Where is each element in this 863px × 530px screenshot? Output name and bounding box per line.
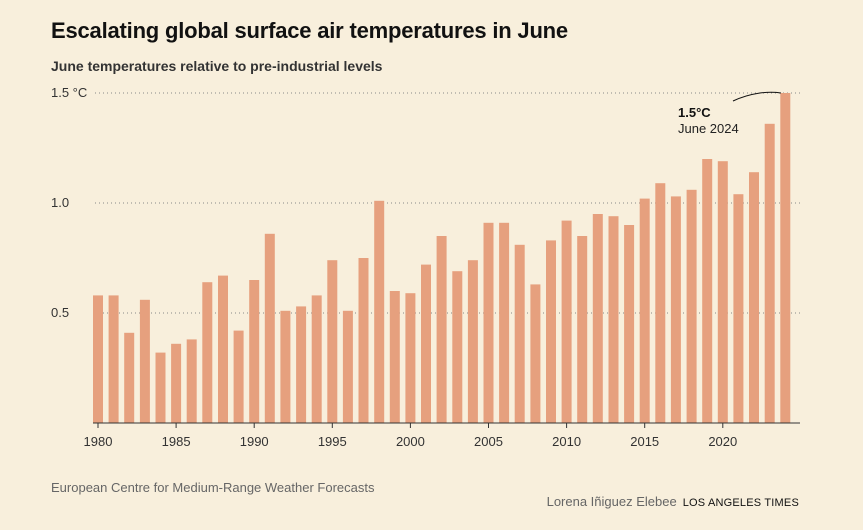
bar-1997 bbox=[358, 258, 369, 423]
gridlines bbox=[95, 92, 800, 314]
bar-1999 bbox=[389, 291, 400, 423]
bar-2009 bbox=[546, 240, 556, 423]
outlet-logo: LOS ANGELES TIMES bbox=[682, 497, 799, 509]
annotation-leader-line bbox=[732, 91, 782, 102]
x-tick-label: 1990 bbox=[240, 434, 269, 449]
x-tick-label: 2000 bbox=[396, 434, 425, 449]
source-note: European Centre for Medium-Range Weather… bbox=[51, 480, 375, 495]
y-tick-label: 1.0 bbox=[51, 195, 69, 210]
x-tick-label: 2005 bbox=[474, 434, 503, 449]
x-tick-label: 1985 bbox=[162, 434, 191, 449]
bar-1981 bbox=[108, 295, 119, 423]
credit: Lorena Iñiguez Elebee LOS ANGELES TIMES bbox=[547, 494, 799, 509]
chart-subtitle: June temperatures relative to pre-indust… bbox=[51, 58, 383, 74]
bar-2019 bbox=[702, 159, 713, 423]
bar-2022 bbox=[749, 172, 759, 423]
bar-1983 bbox=[139, 299, 150, 423]
x-axis: 1980 1985 1990 1995 2000 2005 2010 2015 2020 bbox=[84, 422, 800, 449]
bar-1998 bbox=[374, 200, 385, 423]
bar-2007 bbox=[514, 244, 525, 423]
x-tick-label: 2010 bbox=[552, 434, 581, 449]
bar-2023 bbox=[764, 123, 775, 424]
bar-2006 bbox=[499, 222, 510, 423]
y-tick-label: 0.5 bbox=[51, 305, 69, 320]
bar-2008 bbox=[530, 284, 541, 423]
bars bbox=[93, 93, 791, 424]
bar-2015 bbox=[639, 198, 650, 423]
bar-1982 bbox=[124, 332, 135, 423]
bar-1986 bbox=[186, 339, 197, 423]
y-axis-labels: 0.5 1.0 1.5 °C bbox=[51, 85, 87, 320]
x-tick-label: 2020 bbox=[708, 434, 737, 449]
bar-1992 bbox=[280, 310, 291, 423]
bar-1991 bbox=[264, 233, 275, 423]
bar-2021 bbox=[733, 194, 744, 423]
bar-2003 bbox=[452, 271, 463, 423]
y-tick-label: 1.5 °C bbox=[51, 85, 87, 100]
bar-1987 bbox=[202, 282, 213, 423]
bar-1995 bbox=[327, 260, 338, 423]
bar-1989 bbox=[233, 330, 244, 423]
author-credit: Lorena Iñiguez Elebee bbox=[546, 494, 677, 509]
bar-1994 bbox=[311, 295, 322, 423]
bar-2000 bbox=[405, 293, 416, 423]
bar-2010 bbox=[561, 220, 572, 423]
bar-1996 bbox=[342, 310, 353, 423]
bar-1988 bbox=[218, 275, 228, 423]
annotation-label: June 2024 bbox=[678, 121, 739, 136]
bar-2013 bbox=[608, 216, 619, 423]
x-tick-label: 2015 bbox=[630, 434, 659, 449]
bar-2002 bbox=[436, 236, 447, 423]
bar-1980 bbox=[93, 295, 103, 423]
bar-2018 bbox=[686, 189, 697, 423]
bar-2005 bbox=[483, 222, 494, 423]
bar-2017 bbox=[670, 196, 681, 423]
bar-2012 bbox=[592, 214, 603, 423]
bar-2024 bbox=[780, 93, 791, 423]
bar-2016 bbox=[655, 183, 666, 423]
bar-2004 bbox=[467, 260, 478, 423]
annotation: 1.5°C June 2024 bbox=[678, 91, 782, 136]
x-tick-label: 1995 bbox=[318, 434, 347, 449]
bar-1993 bbox=[296, 306, 307, 423]
x-tick-label: 1980 bbox=[84, 434, 113, 449]
bar-chart: 1980 1985 1990 1995 2000 2005 2010 2015 2020 0.5… bbox=[51, 85, 800, 449]
bar-2001 bbox=[421, 264, 431, 423]
bar-2014 bbox=[624, 225, 635, 423]
bar-2011 bbox=[577, 236, 588, 423]
bar-1984 bbox=[155, 352, 166, 423]
bar-1985 bbox=[171, 343, 182, 423]
chart-title: Escalating global surface air temperatur… bbox=[51, 18, 568, 43]
bar-2020 bbox=[717, 161, 728, 423]
annotation-value: 1.5°C bbox=[678, 105, 711, 120]
bar-1990 bbox=[249, 280, 260, 423]
